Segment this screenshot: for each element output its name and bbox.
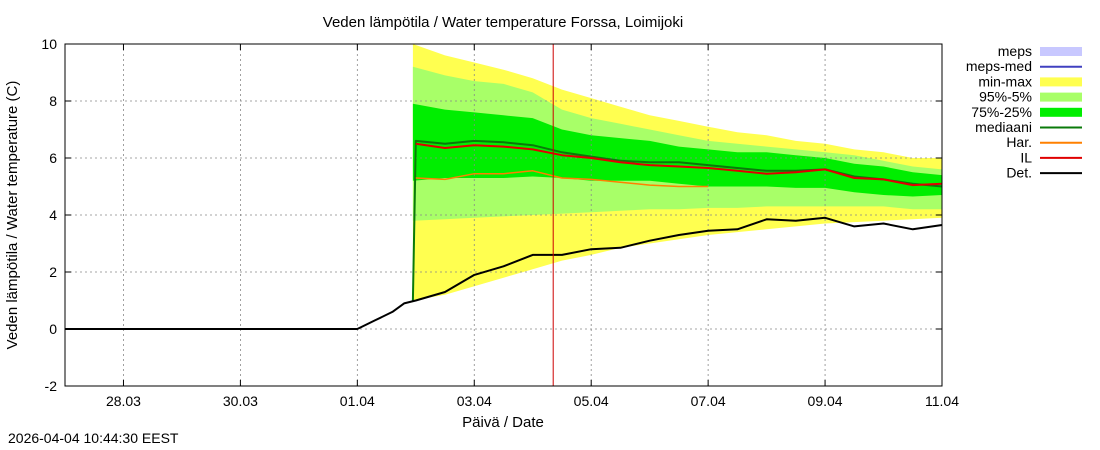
series-line-det — [65, 216, 943, 330]
y-tick-label: 2 — [49, 264, 57, 280]
x-tick-label: 09.04 — [808, 393, 843, 409]
x-tick-label: 03.04 — [457, 393, 492, 409]
y-tick-label: 0 — [49, 321, 57, 337]
legend-label-har: Har. — [1006, 134, 1032, 150]
x-tick-label: 30.03 — [223, 393, 258, 409]
legend-label-meps: meps — [998, 43, 1032, 59]
timestamp-footer: 2026-04-04 10:44:30 EEST — [8, 430, 179, 446]
legend-label-75pct-25pct: 75%-25% — [971, 104, 1032, 120]
legend-swatch-min-max — [1040, 77, 1082, 87]
x-axis-label: Päivä / Date — [462, 414, 544, 431]
legend-label-min-max: min-max — [978, 73, 1032, 89]
series-line-mediaani — [411, 139, 943, 301]
series-line-har — [415, 170, 709, 188]
x-tick-label: 28.03 — [106, 393, 141, 409]
x-tick-label: 07.04 — [691, 393, 726, 409]
plot-bands — [412, 44, 942, 301]
y-tick-label: -2 — [45, 378, 58, 394]
legend-swatch-75pct-25pct — [1040, 107, 1082, 117]
axis-ticks: -2 0 2 4 6 8 10 28.03 30.03 01.04 03.04 05.04 07.04 0… — [41, 36, 959, 409]
legend-label-mediaani: mediaani — [975, 119, 1032, 135]
legend-swatch-meps — [1040, 47, 1082, 56]
x-tick-label: 01.04 — [340, 393, 375, 409]
legend: mepsmeps-medmin-max95%-5%75%-25%mediaani… — [966, 43, 1082, 181]
legend-swatch-95pct-5pct — [1040, 92, 1082, 102]
legend-label-95pct-5pct: 95%-5% — [979, 89, 1032, 105]
chart-title: Veden lämpötila / Water temperature Fors… — [323, 14, 683, 31]
legend-label-det: Det. — [1006, 165, 1032, 181]
series-line-il — [415, 142, 943, 187]
legend-label-meps-med: meps-med — [966, 58, 1032, 74]
x-tick-label: 11.04 — [925, 393, 959, 409]
y-axis-label: Veden lämpötila / Water temperature (C) — [4, 81, 21, 350]
legend-label-il: IL — [1020, 149, 1032, 165]
x-tick-label: 05.04 — [574, 393, 609, 409]
y-tick-label: 10 — [41, 36, 57, 52]
y-tick-label: 4 — [49, 207, 57, 223]
y-tick-label: 8 — [49, 93, 57, 109]
y-tick-label: 6 — [49, 150, 57, 166]
plot-series — [65, 139, 943, 330]
